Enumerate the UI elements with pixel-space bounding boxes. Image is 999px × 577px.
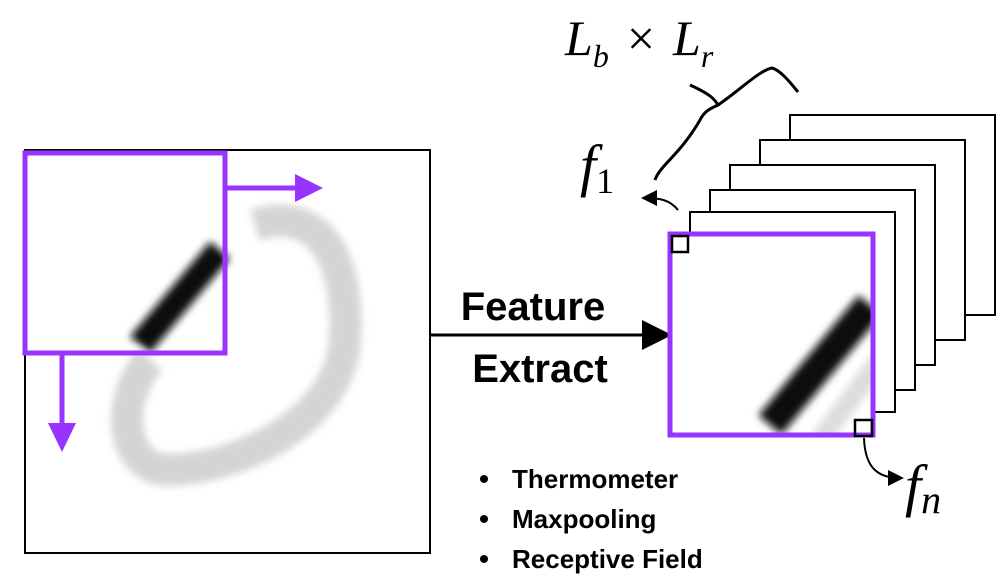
bullet [480,475,488,483]
block-size: Lb × Lr [564,10,714,74]
bullet [480,555,488,563]
method: Thermometer [512,464,678,494]
subscript: b [593,38,609,74]
arrow [645,198,678,210]
method: Maxpooling [512,504,656,534]
arrow-label: Extract [472,347,608,391]
subscript: n [921,477,941,522]
feature-label: fn [905,453,941,522]
bullet [480,515,488,523]
diagram: Feature Extract Lb × Lr f1 fn Thermometer … [0,0,999,577]
subscript: 1 [596,161,614,201]
subscript: r [701,38,714,74]
feature-label: f1 [580,133,614,201]
arrow-label: Feature [461,285,606,329]
method: Receptive Field [512,544,703,574]
arrow [864,438,900,478]
symbol: L [564,10,593,66]
method-list: Thermometer Maxpooling Receptive Field [480,464,703,574]
operator: × [627,10,655,66]
symbol: L [672,10,701,66]
